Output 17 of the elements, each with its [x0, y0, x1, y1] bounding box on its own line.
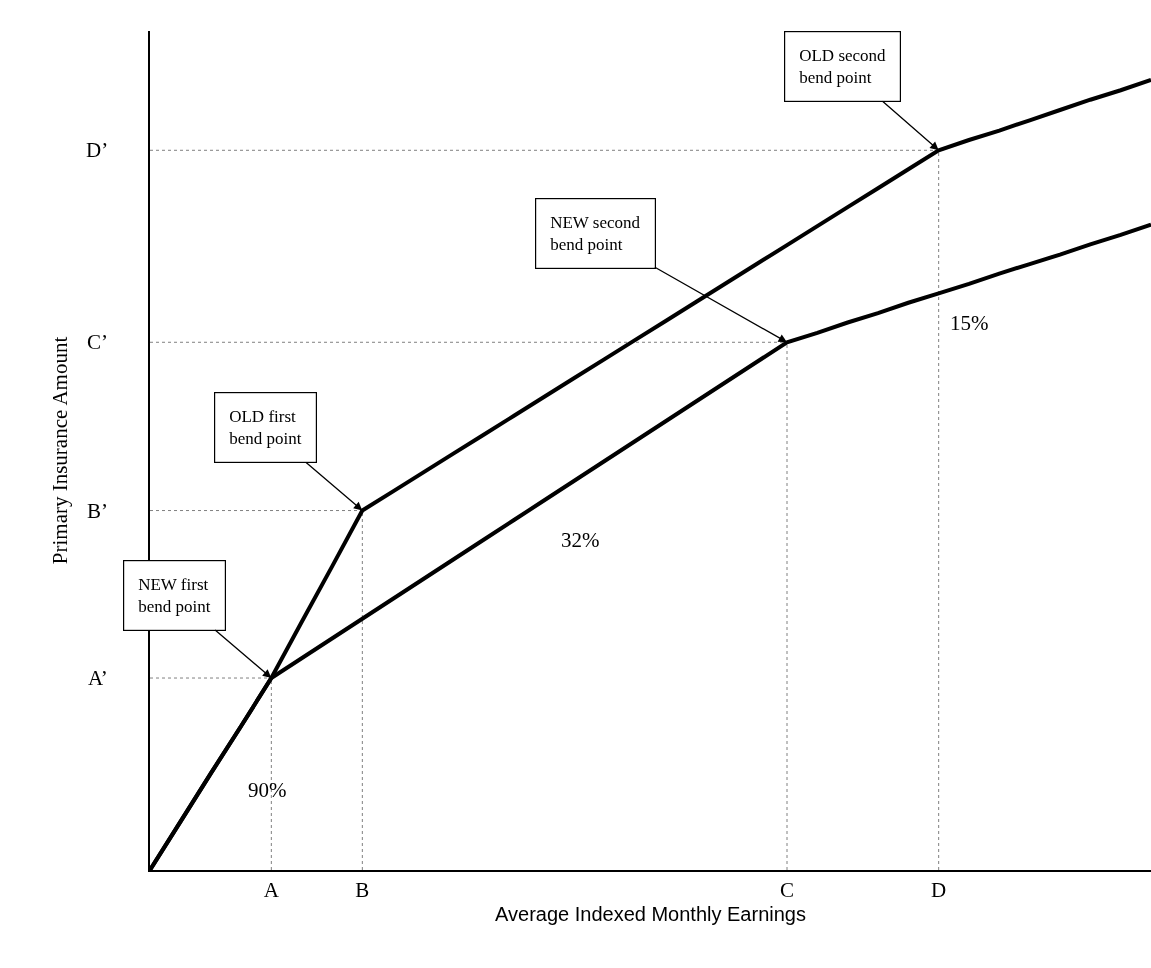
ref-line-label: B’: [87, 499, 108, 523]
annotation: 90%: [248, 778, 287, 802]
x-tick-label: D: [931, 877, 947, 902]
x-tick-label: A: [263, 877, 280, 902]
annotation: 32%: [561, 528, 600, 552]
x-tick-label: B: [355, 877, 370, 902]
ref-line-label: C’: [87, 330, 108, 354]
annotation: OLD first bend point: [229, 407, 302, 449]
annotation: NEW first bend point: [138, 575, 211, 617]
annotation: NEW second bend point: [550, 213, 641, 255]
ref-line-label: D’: [86, 138, 109, 162]
x-axis-title: Average Indexed Monthly Earnings: [495, 902, 806, 925]
y-axis-title: Primary Insurance Amount: [47, 336, 72, 565]
ref-line-label: A’: [88, 666, 108, 690]
annotation: OLD second bend point: [799, 46, 887, 88]
annotation: 15%: [950, 311, 989, 335]
x-tick-label: C: [779, 877, 795, 902]
